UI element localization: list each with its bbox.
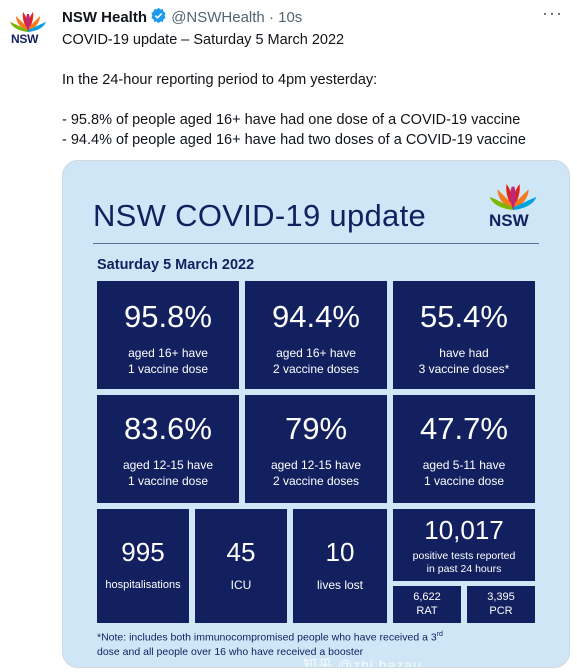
watermark: 知乎 @zhi hazau — [303, 657, 423, 668]
stat-label: PCR — [489, 605, 513, 617]
media-date: Saturday 5 March 2022 — [97, 257, 255, 273]
stat-label: lives lost — [316, 578, 363, 592]
stat-tile-rat: 6,622 RAT — [393, 586, 461, 623]
stat-label: ICU — [230, 578, 252, 592]
stat-label-line1: aged 12-15 have — [270, 458, 362, 472]
tweet-text: COVID-19 update – Saturday 5 March 2022 … — [62, 32, 526, 148]
stat-tile-12-15-one-dose: 83.6% aged 12-15 have 1 vaccine dose — [97, 395, 239, 503]
stat-label-line2: 2 vaccine doses — [272, 362, 360, 376]
stat-label: RAT — [416, 605, 438, 617]
stat-label-line2: 3 vaccine doses* — [418, 362, 510, 376]
stat-tile-lives-lost: 10 lives lost — [293, 509, 387, 623]
stat-label-line2: 2 vaccine doses — [272, 474, 360, 488]
stat-value: 95.8% — [124, 299, 212, 334]
stat-tile-hospitalisations: 995 hospitalisations — [97, 509, 189, 623]
stat-tile-icu: 45 ICU — [195, 509, 287, 623]
stat-label: hospitalisations — [105, 579, 181, 591]
stat-tile-three-doses: 55.4% have had 3 vaccine doses* — [393, 281, 535, 389]
media-nsw-logo: NSW — [487, 181, 539, 237]
stat-label-line2: 1 vaccine dose — [423, 474, 505, 488]
stat-value: 83.6% — [124, 411, 212, 446]
avatar-nsw-text: NSW — [11, 32, 39, 46]
handle[interactable]: @NSWHealth — [171, 9, 265, 26]
title-divider — [93, 243, 539, 244]
stat-value: 995 — [121, 537, 165, 567]
waratah-logo-icon — [489, 184, 537, 210]
account-name[interactable]: NSW Health — [62, 9, 148, 26]
footnote-part2: dose and all people over 16 who have rec… — [97, 645, 364, 658]
stat-label-line1: positive tests reported — [412, 550, 516, 562]
verified-badge-icon — [151, 7, 166, 24]
stat-value: 55.4% — [420, 299, 508, 334]
stat-label-line2: 1 vaccine dose — [127, 474, 209, 488]
stat-tile-5-11-one-dose: 47.7% aged 5-11 have 1 vaccine dose — [393, 395, 535, 503]
tweet-header: NSW Health @NSWHealth · 10s — [62, 7, 561, 27]
timestamp[interactable]: 10s — [278, 9, 303, 26]
stat-value: 94.4% — [272, 299, 360, 334]
stat-label-line2: in past 24 hours — [426, 563, 502, 575]
stat-value: 6,622 — [413, 591, 441, 603]
footnote: *Note: includes both immunocompromised p… — [97, 628, 537, 659]
stat-label-line1: aged 16+ have — [128, 346, 208, 360]
stat-tile-16-one-dose: 95.8% aged 16+ have 1 vaccine dose — [97, 281, 239, 389]
media-title: NSW COVID-19 update — [93, 198, 427, 233]
stat-value: 10 — [325, 537, 355, 567]
stat-label-line2: 1 vaccine dose — [127, 362, 209, 376]
stat-tile-pcr: 3,395 PCR — [467, 586, 535, 623]
footnote-part1: *Note: includes both immunocompromised p… — [97, 631, 437, 644]
stat-tile-positive-tests: 10,017 positive tests reported in past 2… — [393, 509, 535, 581]
tweet-media-image[interactable]: NSW COVID-19 update NSW Saturday 5 March… — [62, 160, 570, 668]
stat-label-line1: aged 12-15 have — [122, 458, 214, 472]
footnote-superscript: rd — [436, 631, 443, 638]
more-options-icon[interactable]: ··· — [542, 3, 563, 23]
stat-value: 45 — [226, 537, 256, 567]
separator-dot: · — [264, 9, 279, 26]
avatar[interactable]: NSW — [8, 10, 48, 50]
stat-tile-12-15-two-doses: 79% aged 12-15 have 2 vaccine doses — [245, 395, 387, 503]
stat-label-line1: aged 16+ have — [276, 346, 356, 360]
stat-label-line1: have had — [439, 346, 489, 360]
stat-tile-16-two-doses: 94.4% aged 16+ have 2 vaccine doses — [245, 281, 387, 389]
stat-value: 79% — [284, 411, 348, 446]
stat-value: 47.7% — [420, 411, 508, 446]
waratah-logo-icon — [10, 12, 46, 32]
stat-value: 3,395 — [487, 591, 515, 603]
stat-label-line1: aged 5-11 have — [422, 458, 506, 472]
media-logo-nsw-text: NSW — [489, 211, 529, 230]
stat-value: 10,017 — [424, 515, 504, 545]
